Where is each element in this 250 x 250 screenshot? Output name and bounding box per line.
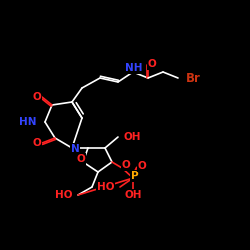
Text: O: O [32, 92, 42, 102]
Text: HO: HO [96, 182, 114, 192]
Text: P: P [131, 171, 139, 181]
Text: OH: OH [124, 190, 142, 200]
Text: OH: OH [124, 132, 142, 142]
Text: NH: NH [125, 63, 143, 73]
Text: O: O [76, 154, 86, 164]
Text: Br: Br [186, 72, 201, 85]
Text: O: O [138, 161, 146, 171]
Text: O: O [32, 138, 42, 148]
Text: HN: HN [20, 117, 37, 127]
Text: O: O [148, 59, 156, 69]
Text: HO: HO [56, 190, 73, 200]
Text: O: O [122, 160, 130, 170]
Text: N: N [71, 144, 80, 154]
